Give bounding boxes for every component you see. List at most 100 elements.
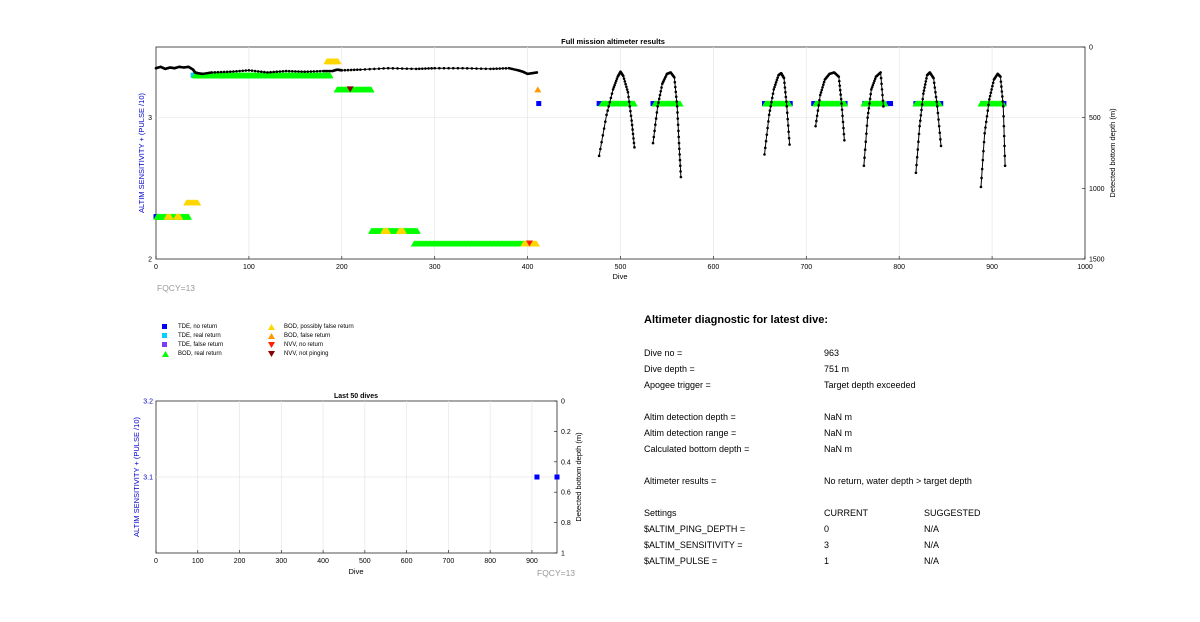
- mission-depth-point: [232, 70, 235, 73]
- mission-depth-point: [632, 137, 635, 140]
- mission-depth-point: [763, 153, 766, 156]
- mission-depth-point: [920, 103, 924, 106]
- mission-depth-point: [421, 67, 424, 70]
- mission-depth-point: [924, 80, 928, 83]
- mission-depth-point: [815, 119, 818, 123]
- mission-depth-point: [629, 109, 632, 113]
- legend-item: TDE, real return: [160, 331, 221, 340]
- mission-depth-point: [774, 83, 777, 86]
- last50-y-tick-label: 3.2: [143, 399, 153, 406]
- mission-depth-point: [819, 91, 823, 94]
- mission-x-tick-label: 200: [336, 264, 348, 271]
- mission-depth-point: [256, 70, 260, 73]
- mission-depth-point: [984, 120, 988, 124]
- diagnostic-row: Altim detection depth = NaN m: [644, 412, 1184, 424]
- mission-depth-point: [939, 144, 943, 148]
- mission-depth-point: [776, 76, 779, 79]
- mission-depth-point: [674, 95, 678, 99]
- diagnostic-label: Altimeter results =: [644, 476, 717, 486]
- mission-x-tick-label: 800: [893, 264, 905, 271]
- mission-depth-point: [784, 95, 788, 99]
- legend-item: BOD, real return: [160, 349, 222, 358]
- mission-depth-point: [275, 70, 279, 74]
- mission-depth-point: [626, 90, 630, 94]
- diagnostic-label: Altim detection range =: [644, 428, 737, 438]
- mission-depth-point: [987, 103, 990, 107]
- mission-marker: [367, 86, 375, 93]
- mission-depth-point: [923, 83, 927, 86]
- mission-depth-point: [915, 155, 919, 159]
- mission-depth-point: [343, 68, 347, 72]
- last50-x-tick-label: 200: [234, 558, 246, 565]
- mission-depth-point: [866, 116, 869, 119]
- mission-depth-point: [881, 99, 885, 103]
- mission-depth-point: [225, 70, 229, 74]
- mission-x-tick-label: 0: [154, 264, 158, 271]
- mission-marker: [936, 100, 944, 107]
- diagnostic-value: NaN m: [824, 412, 853, 422]
- mission-depth-point: [763, 146, 767, 150]
- mission-depth-point: [871, 83, 875, 87]
- legend-item: BOD, possibly false return: [266, 322, 354, 331]
- mission-depth-point: [633, 146, 636, 149]
- mission-depth-line: [598, 70, 635, 156]
- mission-depth-point: [219, 70, 223, 74]
- last50-x-tick-label: 900: [526, 558, 538, 565]
- mission-depth-point: [1001, 105, 1005, 108]
- mission-depth-point: [838, 84, 842, 87]
- mission-y2-tick-label: 0: [1089, 45, 1093, 52]
- mission-depth-point: [315, 69, 319, 73]
- mission-depth-point: [923, 86, 926, 89]
- mission-depth-point: [679, 170, 682, 173]
- mission-depth-point: [919, 114, 923, 117]
- mission-depth-point: [990, 88, 993, 91]
- mission-depth-point: [918, 124, 921, 128]
- mission-depth-point: [937, 124, 941, 128]
- mission-depth-point: [294, 70, 297, 73]
- last50-grid: [156, 401, 557, 553]
- mission-depth-point: [914, 171, 918, 175]
- last50-y2-tick-label: 0.4: [561, 459, 571, 466]
- mission-depth-point: [986, 109, 990, 112]
- mission-depth-point: [981, 158, 985, 162]
- mission-depth-point: [785, 105, 789, 108]
- diagnostic-row: Calculated bottom depth = NaN m: [644, 444, 1184, 456]
- mission-depth-point: [627, 100, 631, 103]
- last50-y-label: ALTIM SENSITIVITY + (PULSE /10): [132, 417, 141, 537]
- mission-depth-point: [985, 114, 989, 118]
- mission-depth-point: [263, 70, 266, 74]
- diagnostic-value: NaN m: [824, 428, 853, 438]
- mission-depth-point: [980, 167, 984, 171]
- mission-depth-point: [654, 123, 657, 127]
- triangle-down-marker-icon: [266, 341, 276, 349]
- diagnostic-label: Dive no =: [644, 348, 683, 358]
- mission-depth-point: [599, 147, 602, 151]
- mission-depth-point: [820, 88, 824, 92]
- setting-suggested: N/A: [924, 556, 940, 566]
- mission-depth-point: [622, 77, 626, 80]
- mission-marker: [399, 227, 407, 234]
- mission-depth-point: [535, 71, 539, 74]
- last50-y2-tick-label: 0.6: [561, 490, 571, 497]
- last50-x-tick-label: 0: [154, 558, 158, 565]
- mission-depth-point: [400, 67, 404, 70]
- mission-depth-point: [1003, 144, 1006, 148]
- mission-depth-point: [278, 70, 282, 73]
- mission-depth-point: [658, 93, 662, 97]
- mission-depth-point: [783, 86, 787, 89]
- mission-x-tick-label: 900: [986, 264, 998, 271]
- mission-depth-point: [673, 80, 677, 84]
- mission-x-tick-label: 300: [429, 264, 441, 271]
- mission-depth-point: [303, 70, 306, 74]
- mission-marker: [676, 100, 684, 107]
- mission-depth-point: [999, 75, 1002, 78]
- mission-depth-point: [821, 85, 824, 89]
- mission-depth-point: [767, 120, 770, 123]
- mission-marker: [597, 101, 603, 107]
- mission-depth-point: [1002, 114, 1005, 118]
- setting-suggested: N/A: [924, 540, 940, 550]
- mission-depth-point: [597, 154, 601, 158]
- mission-depth-point: [863, 156, 866, 160]
- mission-depth-point: [822, 80, 826, 84]
